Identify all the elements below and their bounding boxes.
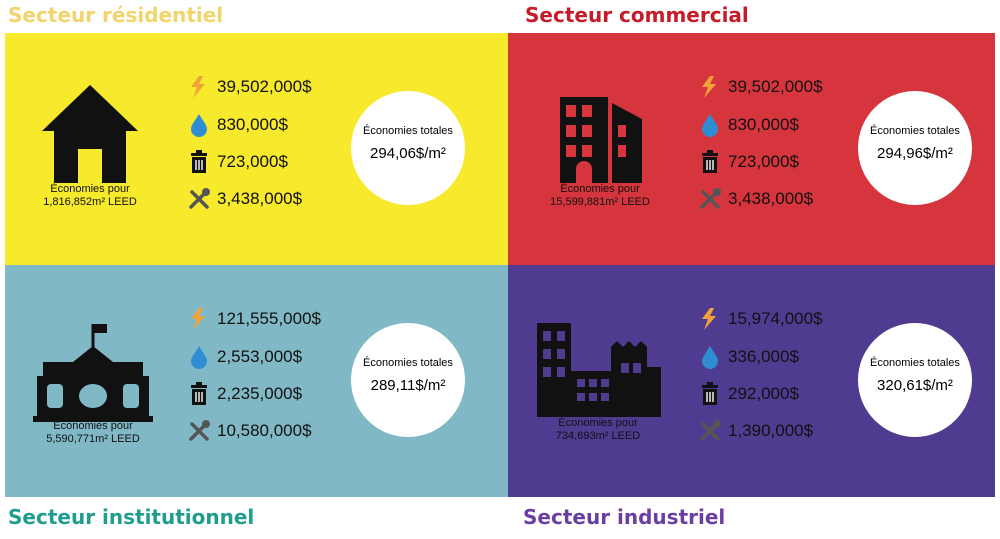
total-label: Économies totales bbox=[870, 125, 960, 137]
saving-icon bbox=[700, 420, 721, 441]
total-value: 294,96$/m² bbox=[877, 145, 953, 162]
sector-panel: Économies pour 15,599,881m² LEED 39,502,00… bbox=[508, 33, 995, 265]
sector-icon bbox=[537, 323, 661, 417]
total-label: Économies totales bbox=[870, 357, 960, 369]
sector-icon bbox=[33, 324, 153, 422]
saving-icon bbox=[191, 308, 205, 330]
saving-value: 292,000$ bbox=[728, 384, 799, 403]
saving-value: 336,000$ bbox=[728, 347, 799, 366]
saving-value: 723,000$ bbox=[217, 152, 288, 171]
saving-value: 3,438,000$ bbox=[728, 189, 814, 208]
caption-line: 1,816,852m² LEED bbox=[43, 196, 137, 208]
saving-value: 1,390,000$ bbox=[728, 421, 814, 440]
caption-line: 734,693m² LEED bbox=[555, 430, 641, 442]
saving-icon bbox=[702, 150, 718, 173]
total-value: 320,61$/m² bbox=[877, 377, 953, 394]
saving-value: 2,235,000$ bbox=[217, 384, 303, 403]
sector-title: Secteur commercial bbox=[525, 3, 749, 27]
total-circle: Économies totales 320,61$/m² bbox=[858, 323, 972, 437]
caption-line: 15,599,881m² LEED bbox=[550, 196, 650, 208]
saving-icon bbox=[700, 188, 721, 209]
sector-icon bbox=[42, 85, 138, 183]
saving-value: 15,974,000$ bbox=[728, 309, 823, 328]
saving-icon bbox=[191, 382, 207, 405]
sector-icon bbox=[560, 97, 642, 183]
saving-icon bbox=[191, 346, 207, 369]
saving-value: 39,502,000$ bbox=[728, 77, 823, 96]
saving-icon bbox=[191, 114, 207, 137]
total-circle: Économies totales 294,96$/m² bbox=[858, 91, 972, 205]
total-label: Économies totales bbox=[363, 125, 453, 137]
saving-icon bbox=[702, 76, 716, 98]
total-value: 294,06$/m² bbox=[370, 145, 446, 162]
total-label: Économies totales bbox=[363, 357, 453, 369]
caption-line: Économies pour bbox=[50, 183, 130, 195]
sector-panel: Économies pour 5,590,771m² LEED 121,555,00… bbox=[5, 265, 508, 497]
total-value: 289,11$/m² bbox=[370, 377, 446, 394]
sector-title: Secteur industriel bbox=[523, 505, 726, 529]
caption-line: 5,590,771m² LEED bbox=[46, 433, 140, 445]
saving-value: 723,000$ bbox=[728, 152, 799, 171]
saving-icon bbox=[189, 188, 210, 209]
saving-value: 2,553,000$ bbox=[217, 347, 303, 366]
saving-value: 39,502,000$ bbox=[217, 77, 312, 96]
sector-panel: Économies pour 1,816,852m² LEED 39,502,000… bbox=[5, 33, 508, 265]
caption-line: Économies pour bbox=[560, 183, 640, 195]
saving-value: 3,438,000$ bbox=[217, 189, 303, 208]
total-circle: Économies totales 289,11$/m² bbox=[351, 323, 465, 437]
sector-panel: Économies pour 734,693m² LEED 15,974,000$ 3… bbox=[508, 265, 995, 497]
saving-icon bbox=[189, 420, 210, 441]
total-circle: Économies totales 294,06$/m² bbox=[351, 91, 465, 205]
saving-icon bbox=[702, 114, 718, 137]
sector-title: Secteur résidentiel bbox=[8, 3, 224, 27]
sector-title: Secteur institutionnel bbox=[8, 505, 255, 529]
saving-icon bbox=[191, 76, 205, 98]
caption-line: Économies pour bbox=[53, 420, 133, 432]
saving-icon bbox=[702, 346, 718, 369]
saving-value: 10,580,000$ bbox=[217, 421, 312, 440]
caption-line: Économies pour bbox=[558, 417, 638, 429]
saving-value: 121,555,000$ bbox=[217, 309, 321, 328]
saving-icon bbox=[702, 308, 716, 330]
saving-value: 830,000$ bbox=[217, 115, 288, 134]
saving-icon bbox=[191, 150, 207, 173]
saving-icon bbox=[702, 382, 718, 405]
saving-value: 830,000$ bbox=[728, 115, 799, 134]
